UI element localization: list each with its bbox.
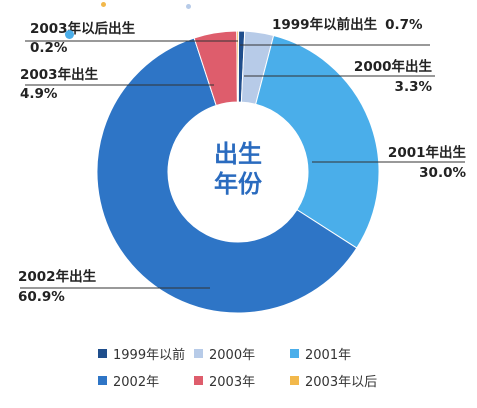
legend-swatch-1999 <box>98 349 107 358</box>
legend-label-2002: 2002年 <box>113 375 160 390</box>
legend-swatch-2003 <box>194 376 203 385</box>
legend-item-2003after: 2003年以后 <box>290 371 400 390</box>
decorative-dot <box>186 4 191 9</box>
legend-item-1999: 1999年以前 <box>98 344 194 363</box>
legend-label-2000: 2000年 <box>209 348 256 363</box>
legend-label-2003after: 2003年以后 <box>305 375 378 390</box>
slice-pct-2003after: 0.2% <box>30 40 68 56</box>
legend-item-2001: 2001年 <box>290 344 386 363</box>
slice-label-2002: 2002年出生 <box>18 268 97 285</box>
legend-swatch-2001 <box>290 349 299 358</box>
decorative-dot <box>101 2 106 7</box>
slice-pct-2003: 4.9% <box>20 86 58 102</box>
slice-pct-2000: 3.3% <box>395 79 433 95</box>
callout-lines <box>20 40 465 289</box>
slice-pct-2002: 60.9% <box>18 289 65 305</box>
legend-label-1999: 1999年以前 <box>113 348 186 363</box>
slice-label-2001: 2001年出生 <box>388 144 467 161</box>
slice-label-2003: 2003年出生 <box>20 66 99 83</box>
legend-swatch-2002 <box>98 376 107 385</box>
slice-pct-2001: 30.0% <box>419 165 466 181</box>
legend-item-2003: 2003年 <box>194 371 290 390</box>
slice-label-2003after: 2003年以后出生 <box>30 20 136 37</box>
legend-label-2001: 2001年 <box>305 348 352 363</box>
donut-slices <box>96 30 380 314</box>
donut-slice-5 <box>236 30 240 103</box>
legend-swatch-2003after <box>290 376 299 385</box>
legend-label-2003: 2003年 <box>209 375 256 390</box>
legend-item-2002: 2002年 <box>98 371 194 390</box>
chart-legend: 1999年以前 2000年 2001年 2002年 2003年 2003年以后 <box>98 344 418 398</box>
legend-swatch-2000 <box>194 349 203 358</box>
legend-item-2000: 2000年 <box>194 344 290 363</box>
center-label-line1: 出生 <box>214 140 262 168</box>
donut-slice-3 <box>96 37 358 314</box>
slice-label-1999: 1999年以前出生 0.7% <box>272 16 423 33</box>
slice-label-2000: 2000年出生 <box>354 58 433 75</box>
center-label-line2: 年份 <box>214 170 263 198</box>
decorative-dot <box>65 30 74 39</box>
donut-slice-2 <box>255 34 380 249</box>
